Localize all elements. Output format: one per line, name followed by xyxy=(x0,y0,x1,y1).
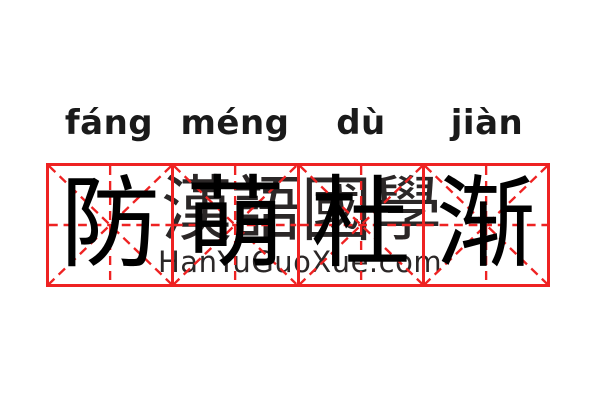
pinyin-row: fáng méng dù jiàn xyxy=(46,98,550,148)
pinyin-syllable-1: fáng xyxy=(64,103,154,143)
grid-cell-4: 渐 xyxy=(424,166,547,284)
pinyin-syllable-3: dù xyxy=(336,103,386,143)
cell-guide-lines xyxy=(174,166,297,284)
cell-guide-lines xyxy=(299,166,422,284)
character-practice-grid: 防 萌 杜 xyxy=(46,163,550,287)
cjk-watermark: 漢語國學 xyxy=(161,172,442,250)
grid-cell-2: 萌 xyxy=(174,166,300,284)
cell-guide-lines xyxy=(49,166,172,284)
grid-cell-3: 杜 xyxy=(299,166,425,284)
site-watermark: HanYuGuoXue.com xyxy=(158,245,443,279)
grid-cell-1: 防 xyxy=(49,166,175,284)
cell-guide-lines xyxy=(424,166,547,284)
pinyin-syllable-4: jiàn xyxy=(450,103,524,143)
pinyin-syllable-2: méng xyxy=(180,103,290,143)
